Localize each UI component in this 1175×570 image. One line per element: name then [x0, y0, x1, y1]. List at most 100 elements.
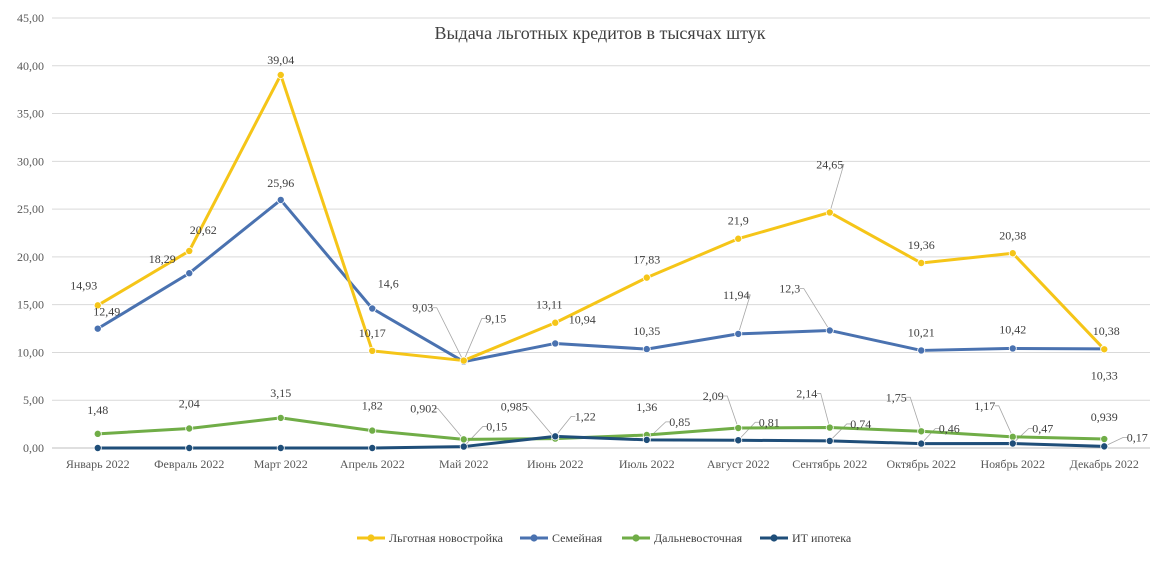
data-label: 10,42: [999, 322, 1026, 336]
data-label: 14,6: [378, 276, 399, 290]
data-label: 1,36: [636, 400, 657, 414]
data-point: [276, 195, 285, 204]
leader-line: [554, 415, 576, 437]
data-label: 0,74: [850, 417, 871, 431]
data-label: 2,09: [703, 389, 724, 403]
data-point: [368, 443, 377, 452]
legend-marker: [770, 534, 778, 542]
y-tick-label: 35,00: [17, 107, 44, 121]
data-point: [368, 426, 377, 435]
data-point: [459, 435, 468, 444]
chart-title: Выдача льготных кредитов в тысячах штук: [435, 23, 766, 43]
data-label: 2,04: [179, 397, 200, 411]
data-point: [825, 326, 834, 335]
data-label: 19,36: [908, 238, 935, 252]
data-label: 0,15: [486, 420, 507, 434]
legend-marker: [632, 534, 640, 542]
y-tick-label: 25,00: [17, 202, 44, 216]
data-label: 10,21: [908, 325, 935, 339]
data-point: [642, 273, 651, 282]
legend-marker: [530, 534, 538, 542]
data-point: [459, 356, 468, 365]
leader-line: [737, 294, 751, 335]
data-point: [642, 435, 651, 444]
leader-line: [646, 421, 670, 441]
data-point: [93, 301, 102, 310]
leader-line: [433, 407, 465, 440]
x-tick-label: Июль 2022: [619, 457, 675, 471]
data-label: 0,17: [1127, 430, 1148, 444]
legend-label: ИТ ипотека: [792, 531, 852, 545]
series-line: [97, 434, 1105, 450]
data-point: [917, 439, 926, 448]
data-label: 2,14: [796, 387, 817, 401]
leader-line: [829, 164, 845, 213]
data-point: [1008, 439, 1017, 448]
data-point: [551, 339, 560, 348]
legend: Льготная новостройка Семейная Дальневосточ…: [357, 531, 852, 545]
data-label: 39,04: [267, 53, 294, 67]
data-label: 0,902: [410, 401, 437, 415]
leader-line: [723, 395, 739, 429]
data-label: 0,985: [501, 400, 528, 414]
data-label: 1,17: [974, 399, 995, 413]
x-tick-label: Май 2022: [439, 457, 488, 471]
data-point: [185, 424, 194, 433]
data-label: 20,38: [999, 228, 1026, 242]
data-point: [185, 269, 194, 278]
data-label: 0,47: [1032, 422, 1053, 436]
y-tick-label: 15,00: [17, 298, 44, 312]
data-point: [185, 246, 194, 255]
data-point: [1008, 344, 1017, 353]
data-label: 12,3: [779, 281, 800, 295]
y-tick-label: 20,00: [17, 250, 44, 264]
data-label: 11,94: [723, 288, 750, 302]
leader-line: [920, 428, 940, 444]
data-point: [825, 423, 834, 432]
leader-line: [829, 423, 851, 442]
legend-marker: [367, 534, 375, 542]
data-label: 14,93: [70, 278, 97, 292]
leader-line: [1012, 428, 1033, 444]
legend-label: Льготная новостройка: [389, 531, 504, 545]
data-label: 0,939: [1091, 410, 1118, 424]
data-label: 17,83: [633, 253, 660, 267]
x-tick-label: Февраль 2022: [154, 457, 224, 471]
data-label: 13,11: [536, 298, 563, 312]
data-point: [459, 442, 468, 451]
data-label: 18,29: [149, 252, 176, 266]
data-label: 10,38: [1093, 324, 1120, 338]
data-point: [734, 436, 743, 445]
data-point: [551, 432, 560, 441]
x-axis-ticks: Январь 2022 Февраль 2022 Март 2022 Апрель 2…: [66, 457, 1139, 471]
data-point: [276, 413, 285, 422]
data-label: 1,75: [886, 390, 907, 404]
data-label: 10,33: [1091, 368, 1118, 382]
x-tick-label: Октябрь 2022: [886, 457, 956, 471]
data-point: [185, 443, 194, 452]
data-point: [917, 259, 926, 268]
leader-line: [737, 421, 760, 441]
data-label: 10,35: [633, 324, 660, 338]
x-tick-label: Сентябрь 2022: [792, 457, 867, 471]
data-label: 24,65: [816, 157, 843, 171]
data-point: [93, 429, 102, 438]
data-point: [1008, 432, 1017, 441]
x-tick-label: Июнь 2022: [527, 457, 584, 471]
data-point: [368, 304, 377, 313]
y-tick-label: 45,00: [17, 11, 44, 25]
data-label: 10,94: [569, 312, 596, 326]
data-point: [1100, 442, 1109, 451]
x-tick-label: Январь 2022: [66, 457, 130, 471]
data-label: 12,49: [93, 305, 120, 319]
leader-line: [906, 396, 922, 432]
data-point: [1008, 249, 1017, 258]
y-tick-label: 30,00: [17, 154, 44, 168]
data-label: 1,22: [575, 409, 596, 423]
y-tick-label: 40,00: [17, 59, 44, 73]
data-point: [551, 318, 560, 327]
data-point: [93, 443, 102, 452]
data-label: 0,85: [669, 415, 690, 429]
data-labels: 14,93 20,62 39,04 10,17 9,15 13,11 17,83 21,9 24…: [70, 53, 1148, 444]
